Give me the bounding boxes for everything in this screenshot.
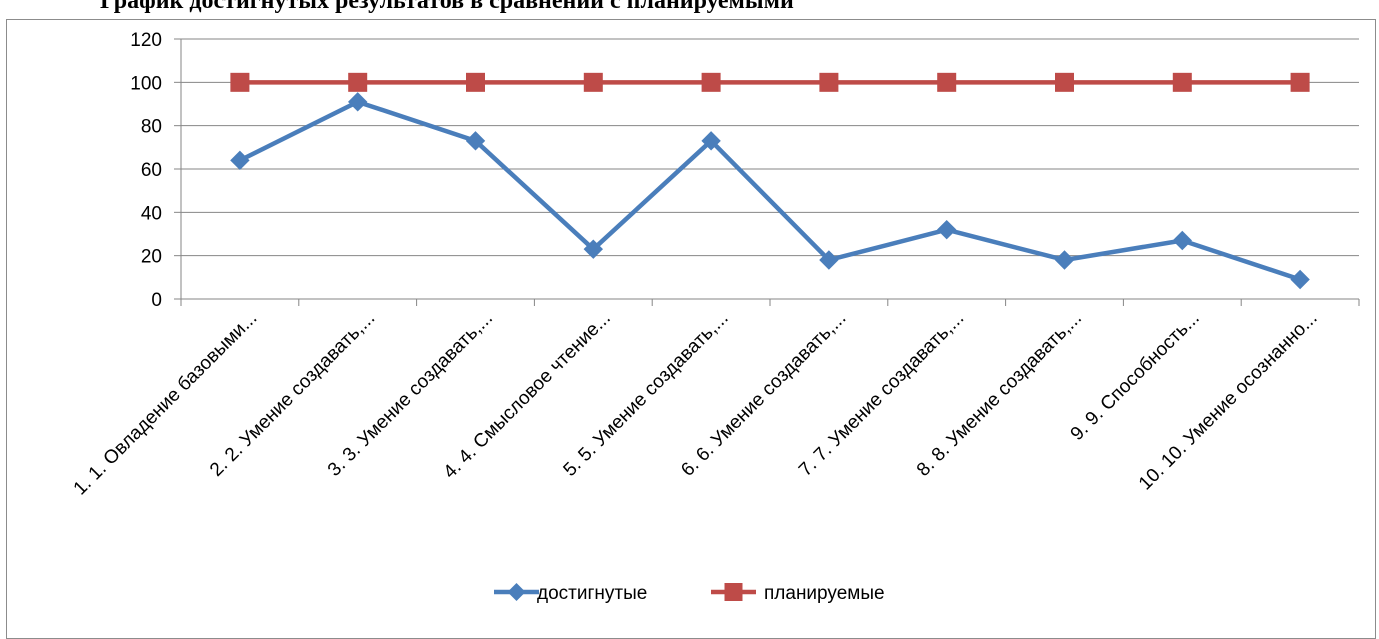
legend-label: достигнутые bbox=[537, 583, 647, 604]
y-tick-label: 100 bbox=[130, 73, 162, 94]
data-point bbox=[1172, 72, 1192, 92]
y-tick-label: 40 bbox=[141, 203, 162, 224]
data-point bbox=[347, 92, 368, 112]
legend-item-1: достигнутые bbox=[494, 583, 647, 604]
gridlines bbox=[181, 38, 1359, 257]
series-line bbox=[238, 99, 1301, 282]
series bbox=[230, 72, 1310, 290]
y-tick-label: 60 bbox=[141, 160, 162, 181]
data-point bbox=[230, 150, 250, 171]
legend-marker bbox=[507, 583, 526, 601]
data-point bbox=[1172, 230, 1193, 251]
series-1 bbox=[230, 92, 1310, 290]
y-tick-label: 20 bbox=[141, 247, 162, 268]
data-point bbox=[230, 72, 250, 92]
data-point bbox=[1055, 72, 1074, 92]
x-tick-label: 1. 1. Овладение базовыми... bbox=[70, 308, 262, 500]
y-tick-label: 80 bbox=[141, 117, 162, 138]
legend-label: планируемые bbox=[764, 583, 885, 604]
line-chart: 0 20 40 60 80 100 120 1. 1. Овладение базовыми… bbox=[70, 30, 1360, 604]
y-axis-tick-labels: 0 20 40 60 80 100 120 bbox=[130, 30, 162, 311]
data-point bbox=[936, 219, 957, 240]
legend-marker bbox=[724, 583, 743, 601]
data-point bbox=[583, 72, 603, 92]
page-heading: График достигнутых результатов в сравнен… bbox=[100, 0, 794, 14]
y-tick-label: 0 bbox=[151, 290, 162, 311]
x-tick-label: 9. 9. Способность... bbox=[1067, 308, 1204, 445]
data-point bbox=[465, 131, 486, 151]
data-point bbox=[1290, 72, 1310, 92]
legend: достигнутые планируемые bbox=[494, 583, 885, 604]
data-point bbox=[819, 250, 839, 270]
data-point bbox=[819, 72, 839, 92]
series-2 bbox=[230, 72, 1310, 92]
data-point bbox=[1054, 250, 1075, 270]
y-tick-label: 120 bbox=[130, 30, 162, 51]
data-point bbox=[701, 72, 721, 92]
data-point bbox=[583, 239, 604, 259]
data-point bbox=[937, 72, 957, 92]
data-point bbox=[1290, 269, 1310, 290]
data-point bbox=[701, 131, 721, 151]
x-axis-tick-labels: 1. 1. Овладение базовыми...2. 2. Умение … bbox=[70, 308, 1322, 500]
axes bbox=[174, 38, 1360, 306]
data-point bbox=[466, 72, 485, 92]
legend-item-2: планируемые bbox=[711, 583, 885, 604]
data-point bbox=[348, 72, 368, 92]
